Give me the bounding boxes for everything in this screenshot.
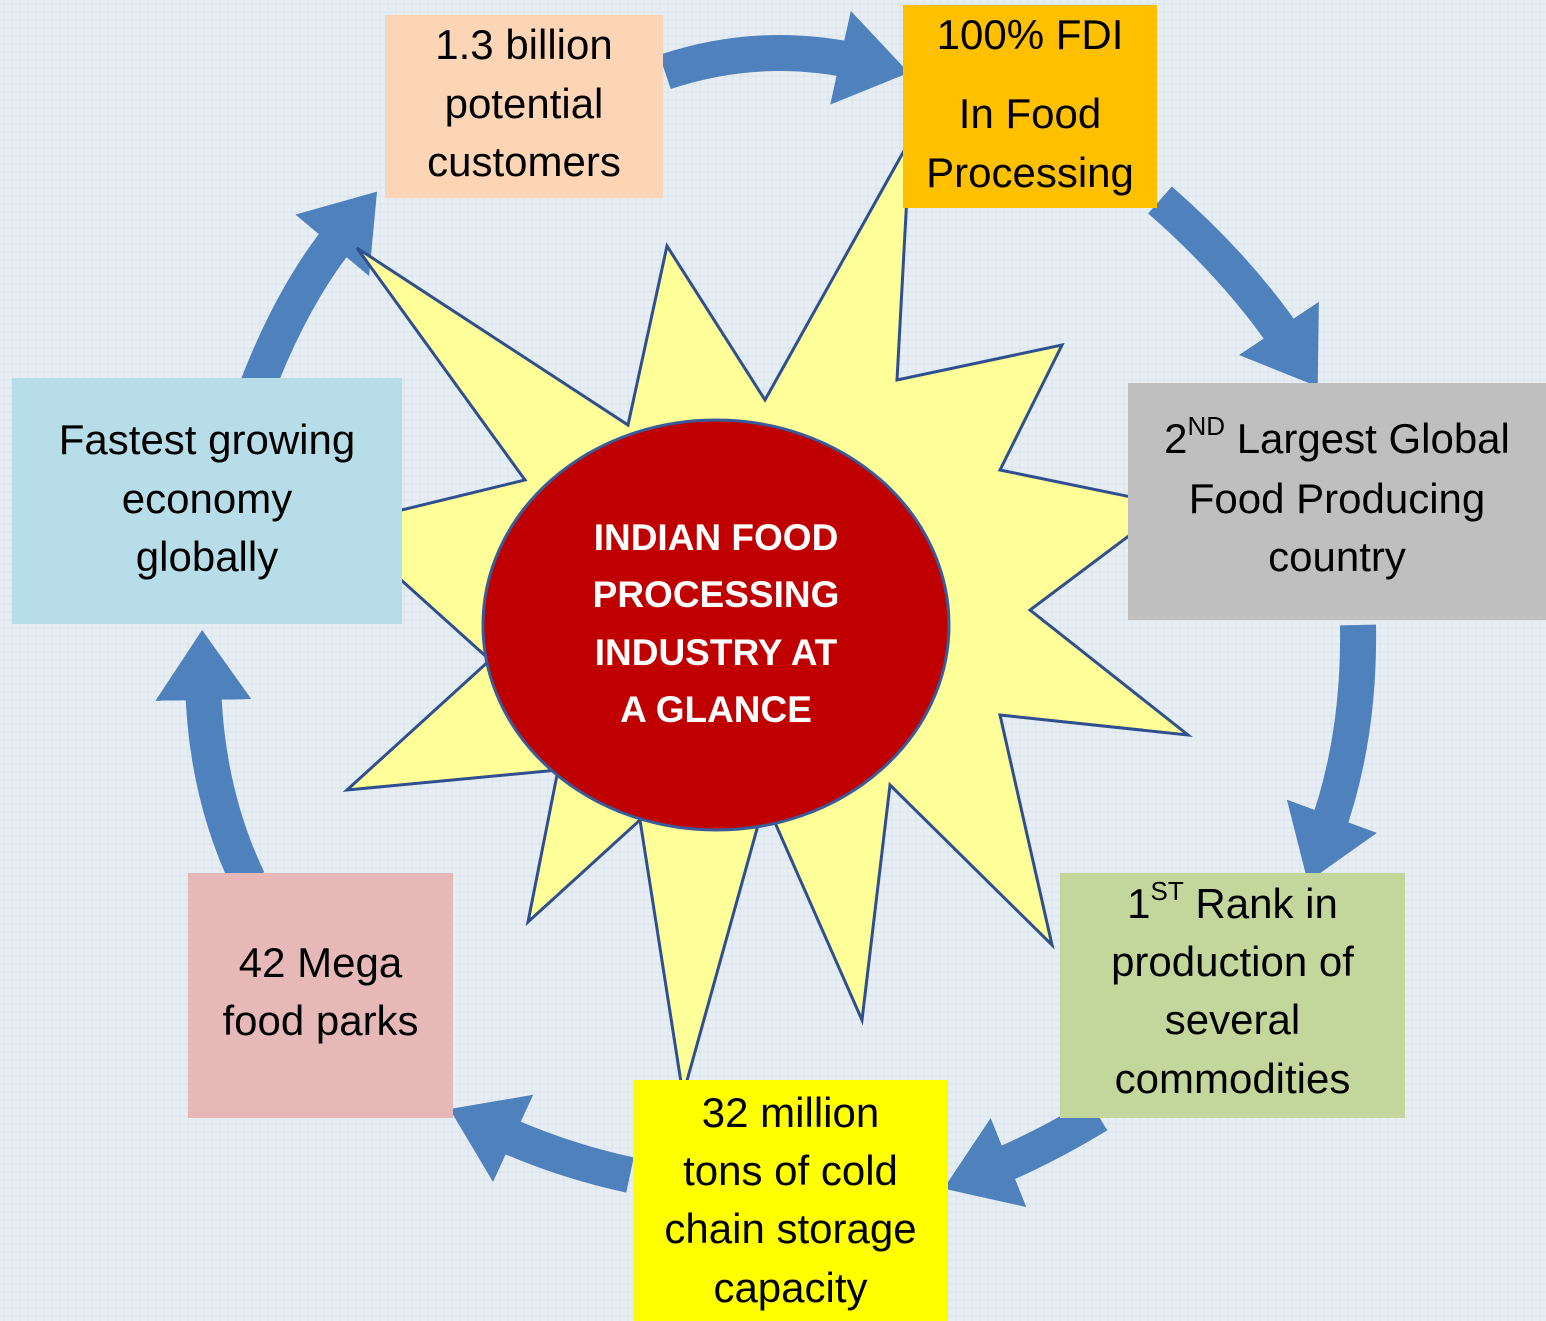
arrow [1148,186,1319,387]
node-text: In Food [959,90,1101,137]
node-box [1128,383,1546,620]
center-circle [481,418,951,832]
node-text: potential [445,80,604,127]
node-box [903,5,1157,208]
node-text: country [1268,533,1406,580]
center-text: PROCESSING [593,574,840,615]
arrow [155,630,265,888]
arrow [659,10,909,105]
text-sup: ND [1187,411,1225,441]
node-box [633,1080,948,1321]
center-text: INDUSTRY AT [595,632,838,673]
text-base: 2 [1164,415,1187,462]
node-text: chain storage [664,1205,916,1252]
node-box [12,378,402,624]
node-text: 100% FDI [937,11,1124,58]
center-text: INDIAN FOOD [594,517,839,558]
arrow [1286,624,1377,882]
node-text: production of [1111,938,1354,985]
arrows [155,10,1377,1208]
node-text: 32 million [702,1089,879,1136]
text-sup: ST [1151,876,1184,906]
boxes [12,5,1546,1321]
node-text: tons of cold [683,1147,898,1194]
node-text: 2ND Largest Global [1164,411,1510,462]
node-text: 1ST Rank in [1127,876,1338,927]
node-box [385,15,663,198]
node-text: customers [427,138,621,185]
arrow [943,1099,1108,1208]
node-text: globally [136,533,278,580]
node-text: Processing [926,149,1134,196]
node-box [1060,873,1405,1118]
text-base: 1 [1127,880,1150,927]
arrow [449,1094,634,1193]
center-text: A GLANCE [620,689,812,730]
arrow [241,191,378,392]
node-text: Food Producing [1189,475,1486,522]
node-text: 42 Mega [239,939,403,986]
node-text: Fastest growing [59,416,355,463]
node-text: food parks [222,997,418,1044]
text-rest: Largest Global [1225,415,1510,462]
node-text: capacity [713,1264,867,1311]
text-rest: Rank in [1184,880,1338,927]
node-box [188,873,453,1118]
node-text: several [1165,996,1300,1043]
texts: 1.3 billion potential customers 100% FDI In … [59,11,1510,1311]
node-text: economy [122,475,292,522]
node-text: commodities [1115,1055,1351,1102]
node-text: 1.3 billion [435,21,612,68]
